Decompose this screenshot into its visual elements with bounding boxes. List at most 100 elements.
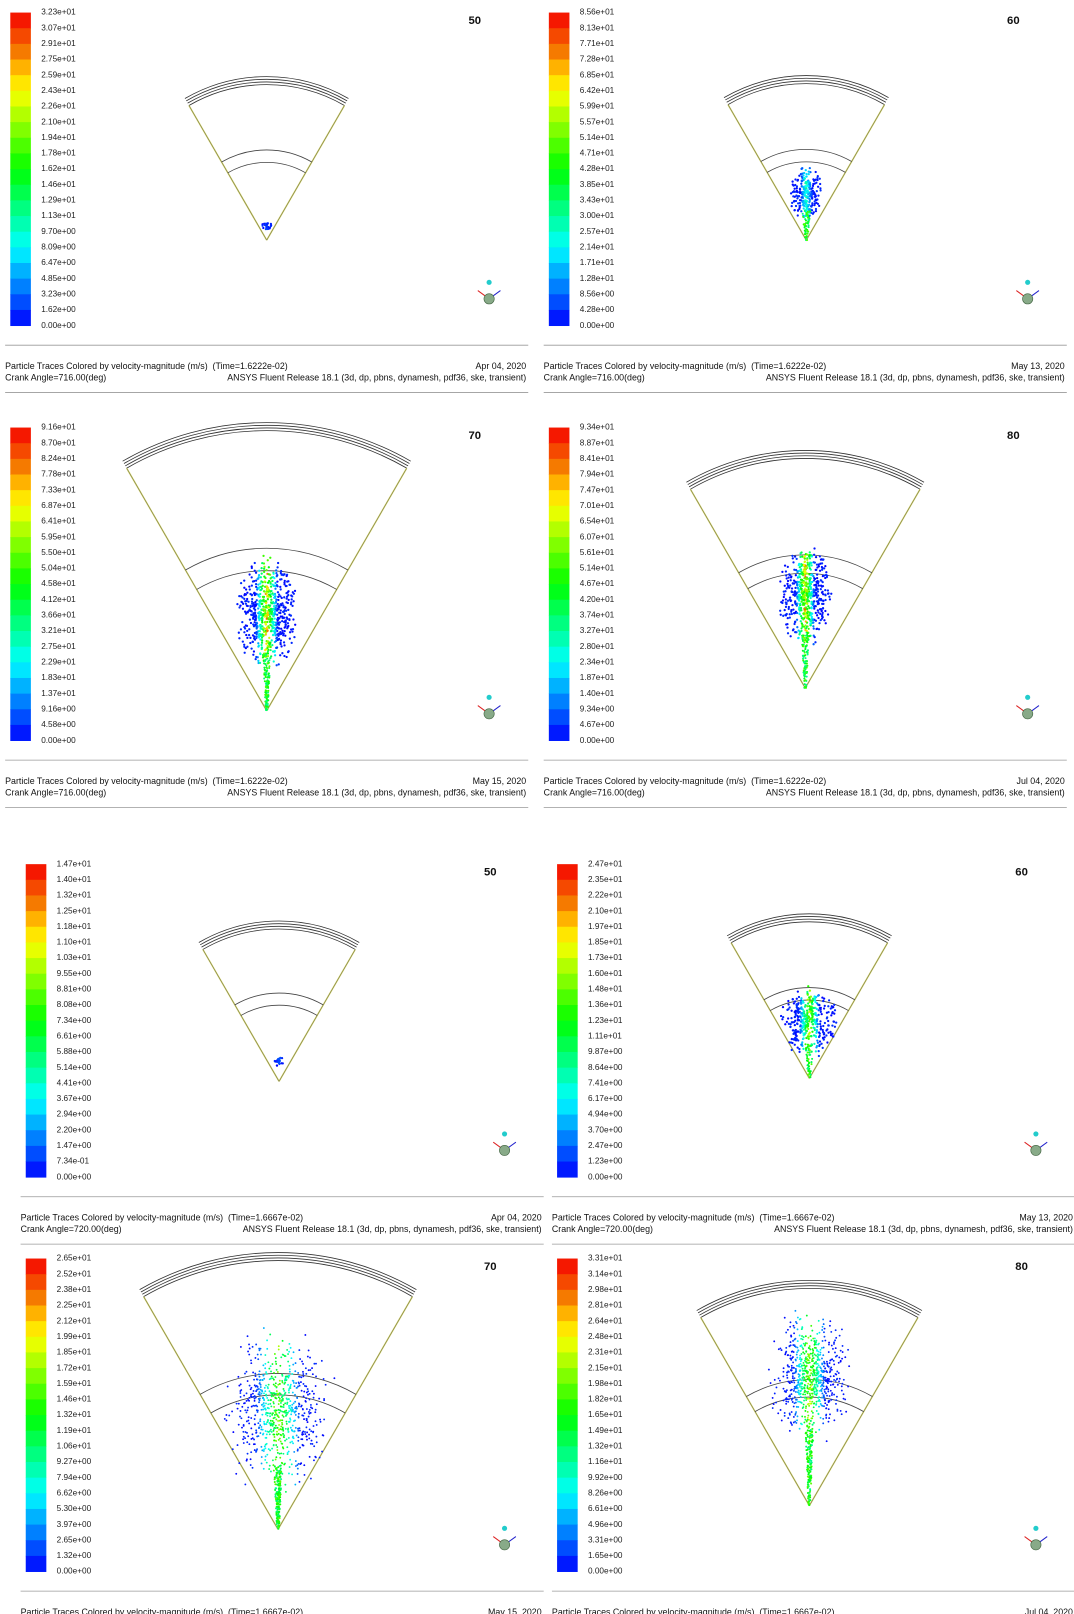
particle bbox=[804, 657, 806, 659]
particle bbox=[270, 1365, 272, 1367]
particle bbox=[822, 616, 824, 618]
particle bbox=[810, 1035, 812, 1037]
particle bbox=[810, 1476, 812, 1478]
particle bbox=[845, 1411, 847, 1413]
particle bbox=[245, 634, 247, 636]
particle bbox=[254, 621, 256, 623]
particle bbox=[268, 566, 270, 568]
particle bbox=[248, 1443, 250, 1445]
particle bbox=[787, 1417, 789, 1419]
particle bbox=[789, 1026, 791, 1028]
particle bbox=[806, 1420, 808, 1422]
colorbar-label: 1.18e+01 bbox=[57, 922, 92, 931]
particle bbox=[799, 206, 801, 208]
particle bbox=[262, 1433, 264, 1435]
particle bbox=[274, 588, 276, 590]
colorbar-band bbox=[549, 310, 570, 326]
particle bbox=[796, 195, 798, 197]
particle bbox=[794, 1016, 796, 1018]
particle bbox=[823, 1397, 825, 1399]
colorbar-band bbox=[10, 725, 31, 741]
particle bbox=[805, 219, 807, 221]
colorbar-label: 1.13e+01 bbox=[41, 211, 76, 220]
particle bbox=[815, 605, 817, 607]
colorbar-band bbox=[10, 459, 31, 475]
particle bbox=[802, 1393, 804, 1395]
particle bbox=[786, 1389, 788, 1391]
particle bbox=[243, 1424, 245, 1426]
particle bbox=[231, 1410, 233, 1412]
colorbar-label: 2.94e+00 bbox=[57, 1110, 92, 1119]
particle bbox=[255, 572, 257, 574]
particle bbox=[822, 612, 824, 614]
colorbar-band bbox=[549, 475, 570, 491]
particle bbox=[264, 1459, 266, 1461]
particle bbox=[315, 1420, 317, 1422]
particle bbox=[265, 1456, 267, 1458]
colorbar-band bbox=[26, 1146, 47, 1162]
particle bbox=[272, 1464, 274, 1466]
particle bbox=[803, 1010, 805, 1012]
particle bbox=[790, 1336, 792, 1338]
particle bbox=[251, 585, 253, 587]
bowl-arc bbox=[761, 149, 852, 161]
colorbar-band bbox=[557, 1321, 578, 1337]
particle bbox=[810, 1339, 812, 1341]
particle bbox=[271, 639, 273, 641]
particle bbox=[824, 599, 826, 601]
particle bbox=[266, 1415, 268, 1417]
particle bbox=[802, 204, 804, 206]
colorbar-label: 7.01e+01 bbox=[580, 501, 615, 510]
colorbar-label: 0.00e+00 bbox=[41, 321, 76, 330]
particle bbox=[290, 628, 292, 630]
particle bbox=[249, 642, 251, 644]
particle bbox=[809, 1393, 811, 1395]
colorbar-label: 1.83e+01 bbox=[41, 673, 76, 682]
liner-arc bbox=[127, 431, 407, 469]
particle bbox=[313, 1363, 315, 1365]
particle bbox=[793, 190, 795, 192]
colorbar-band bbox=[10, 247, 31, 263]
particle bbox=[268, 637, 270, 639]
particle bbox=[275, 1440, 277, 1442]
particle bbox=[302, 1430, 304, 1432]
particle bbox=[805, 665, 807, 667]
particle bbox=[784, 564, 786, 566]
particle bbox=[279, 1457, 281, 1459]
particle bbox=[801, 1327, 803, 1329]
particle bbox=[266, 667, 268, 669]
particle bbox=[806, 1358, 808, 1360]
particle bbox=[819, 1044, 821, 1046]
particle bbox=[295, 1427, 297, 1429]
particle bbox=[808, 1388, 810, 1390]
particle bbox=[804, 610, 806, 612]
particle bbox=[294, 1401, 296, 1403]
particle bbox=[273, 1422, 275, 1424]
particle bbox=[818, 1343, 820, 1345]
particle bbox=[262, 585, 264, 587]
particle bbox=[790, 1321, 792, 1323]
particle bbox=[295, 1410, 297, 1412]
particle bbox=[270, 649, 272, 651]
particle bbox=[829, 1325, 831, 1327]
panel: 9.34e+018.87e+018.41e+017.94e+017.47e+01… bbox=[544, 423, 1067, 808]
particle bbox=[808, 1405, 810, 1407]
particle bbox=[800, 1366, 802, 1368]
particle bbox=[815, 592, 817, 594]
particle bbox=[829, 1368, 831, 1370]
particle bbox=[246, 1392, 248, 1394]
particle bbox=[772, 1407, 774, 1409]
particle bbox=[787, 1366, 789, 1368]
particle bbox=[786, 587, 788, 589]
particle bbox=[825, 1417, 827, 1419]
particle bbox=[320, 1421, 322, 1423]
page: {"panels": [ {"number": "50", "colorbar"… bbox=[0, 0, 1074, 1614]
particle bbox=[276, 580, 278, 582]
particle bbox=[281, 1443, 283, 1445]
particle bbox=[801, 1402, 803, 1404]
particle bbox=[243, 631, 245, 633]
particle bbox=[812, 1360, 814, 1362]
particle bbox=[291, 1429, 293, 1431]
liner-arc bbox=[188, 82, 346, 103]
particle bbox=[809, 584, 811, 586]
